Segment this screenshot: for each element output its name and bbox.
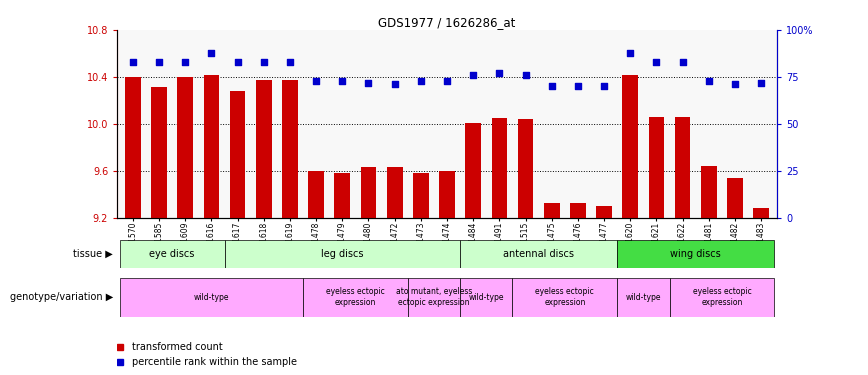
Point <box>231 59 245 65</box>
Bar <box>413 173 429 217</box>
Bar <box>120 278 303 317</box>
Bar <box>120 240 225 268</box>
Bar <box>465 123 481 218</box>
Point <box>518 72 532 78</box>
Bar <box>622 75 638 217</box>
Text: percentile rank within the sample: percentile rank within the sample <box>132 357 297 367</box>
Bar <box>334 173 350 217</box>
Text: transformed count: transformed count <box>132 342 222 352</box>
Bar <box>151 87 167 218</box>
Bar <box>753 208 769 218</box>
Point <box>309 78 323 84</box>
Bar <box>674 117 690 218</box>
Bar <box>204 75 220 217</box>
Text: leg discs: leg discs <box>321 249 364 259</box>
Bar <box>648 117 664 218</box>
Point <box>283 59 297 65</box>
Bar <box>617 278 669 317</box>
Point <box>466 72 480 78</box>
Point <box>571 83 585 89</box>
Bar <box>544 203 560 217</box>
Point <box>702 78 716 84</box>
Bar <box>491 118 507 218</box>
Bar <box>617 240 774 268</box>
Bar <box>460 240 617 268</box>
Bar <box>701 166 717 218</box>
Text: wing discs: wing discs <box>670 249 721 259</box>
Bar <box>282 80 298 218</box>
Point <box>545 83 559 89</box>
Point <box>388 81 402 87</box>
Text: wild-type: wild-type <box>194 292 229 302</box>
Text: eyeless ectopic
expression: eyeless ectopic expression <box>326 288 385 307</box>
Bar <box>727 178 743 218</box>
Point <box>362 80 376 86</box>
Point <box>335 78 349 84</box>
Point <box>728 81 742 87</box>
Bar <box>512 278 617 317</box>
Bar <box>225 240 460 268</box>
Text: eyeless ectopic
expression: eyeless ectopic expression <box>536 288 595 307</box>
Text: tissue ▶: tissue ▶ <box>73 249 113 259</box>
Point <box>414 78 428 84</box>
Bar <box>439 171 455 217</box>
Text: genotype/variation ▶: genotype/variation ▶ <box>10 292 113 302</box>
Text: eye discs: eye discs <box>149 249 194 259</box>
Point <box>754 80 768 86</box>
Bar <box>303 278 408 317</box>
Point <box>675 59 689 65</box>
Point <box>440 78 454 84</box>
Title: GDS1977 / 1626286_at: GDS1977 / 1626286_at <box>378 16 516 29</box>
Bar <box>308 171 324 217</box>
Text: eyeless ectopic
expression: eyeless ectopic expression <box>693 288 752 307</box>
Point <box>126 59 140 65</box>
Point <box>205 50 219 55</box>
Bar <box>570 203 586 217</box>
Bar <box>230 91 246 218</box>
Text: ato mutant, eyeless
ectopic expression: ato mutant, eyeless ectopic expression <box>396 288 472 307</box>
Bar <box>517 119 534 218</box>
Point <box>623 50 637 55</box>
Bar <box>596 206 612 218</box>
Bar <box>408 278 460 317</box>
Point <box>649 59 663 65</box>
Bar <box>387 167 403 217</box>
Point <box>492 70 506 76</box>
Point <box>597 83 611 89</box>
Point <box>152 59 166 65</box>
Point <box>257 59 271 65</box>
Bar <box>360 167 377 217</box>
Text: antennal discs: antennal discs <box>503 249 574 259</box>
Bar <box>460 278 512 317</box>
Bar <box>125 77 141 218</box>
Bar <box>669 278 774 317</box>
Text: wild-type: wild-type <box>626 292 661 302</box>
Point <box>178 59 192 65</box>
Bar <box>177 77 193 218</box>
Bar <box>256 80 272 218</box>
Text: wild-type: wild-type <box>469 292 504 302</box>
